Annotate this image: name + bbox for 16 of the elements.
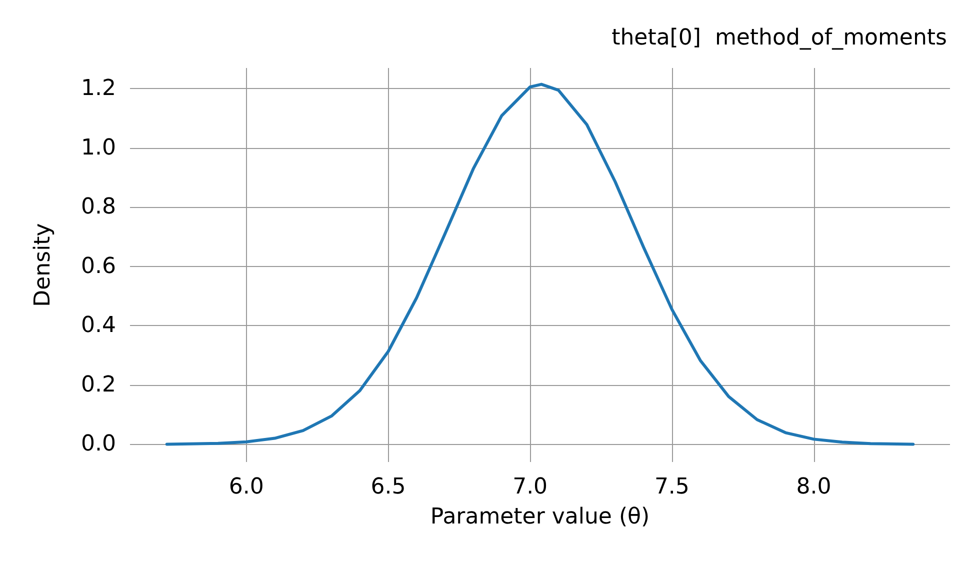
- x-tick-label: 8.0: [796, 474, 832, 500]
- chart-title: theta[0] method_of_moments: [612, 26, 948, 50]
- x-axis-title: Parameter value (θ): [430, 504, 650, 530]
- x-tick-label: 7.5: [654, 474, 690, 500]
- line-series: [165, 82, 915, 446]
- y-tick-label: 0.4: [81, 313, 116, 338]
- y-axis-title: Density: [30, 223, 56, 307]
- x-tick-label: 6.0: [228, 474, 264, 500]
- x-tick-label: 6.5: [370, 474, 406, 500]
- y-tick-label: 0.8: [81, 194, 116, 220]
- y-tick-label: 0.0: [81, 432, 116, 457]
- y-tick-label: 1.2: [81, 76, 116, 102]
- x-tick-label: 7.0: [512, 474, 548, 500]
- y-tick-label: 0.6: [81, 254, 116, 279]
- y-tick-label: 1.0: [81, 135, 116, 160]
- y-tick-label: 0.2: [81, 372, 116, 398]
